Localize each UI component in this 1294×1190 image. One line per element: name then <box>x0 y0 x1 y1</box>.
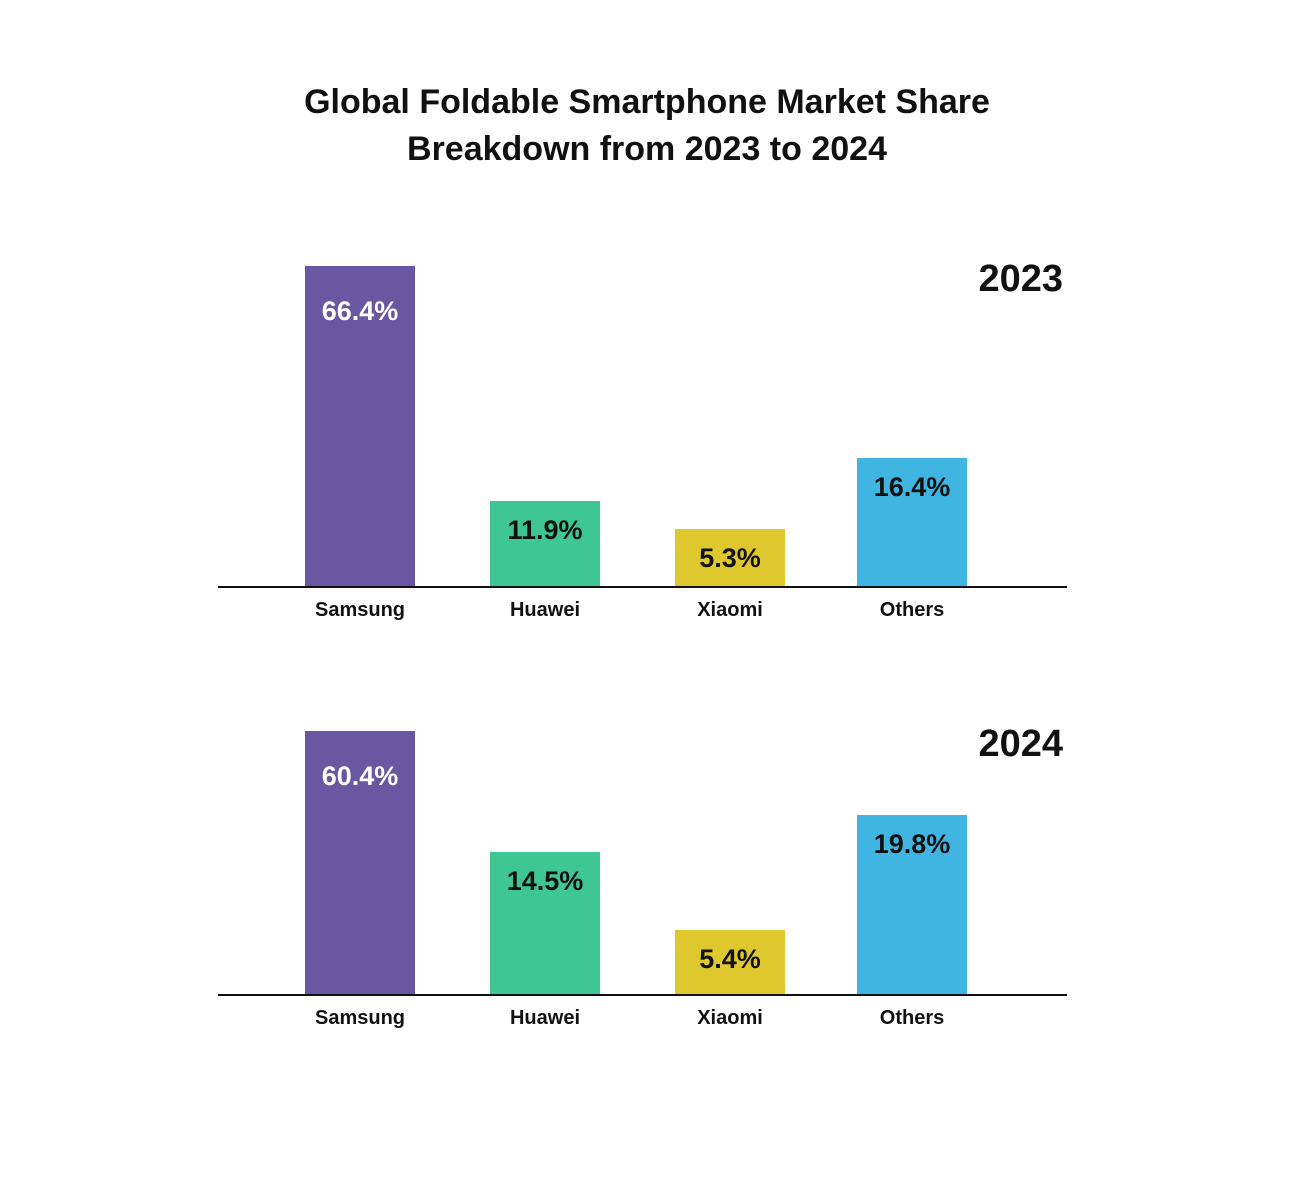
chart-title-line-1: Global Foldable Smartphone Market Share <box>304 83 990 121</box>
bar-samsung-2023: 66.4% <box>305 266 415 586</box>
bar-others-2024: 19.8% <box>857 815 967 994</box>
x-axis-line-2023 <box>218 586 1067 588</box>
bar-value-label-others-2023: 16.4% <box>873 472 951 502</box>
chart-2023: 2023 66.4% 11.9% 5.3% 16.4% Samsung Huawei Xi… <box>218 260 1067 629</box>
x-axis-line-2024 <box>218 994 1067 996</box>
bar-value-label-xiaomi-2023: 5.3% <box>699 543 761 573</box>
bar-samsung-2024: 60.4% <box>305 731 415 994</box>
category-label-samsung-2024: Samsung <box>314 1007 406 1029</box>
category-label-xiaomi-2023: Xiaomi <box>697 599 763 621</box>
chart-title: Global Foldable Smartphone Market Share … <box>0 79 1294 173</box>
bar-value-label-huawei-2023: 11.9% <box>507 515 583 545</box>
bar-value-label-samsung-2023: 66.4% <box>321 296 399 326</box>
year-label-2023: 2023 <box>978 258 1063 300</box>
bar-others-2023: 16.4% <box>857 458 967 586</box>
bar-value-label-huawei-2024: 14.5% <box>506 866 584 896</box>
chart-title-line-2: Breakdown from 2023 to 2024 <box>407 130 887 168</box>
category-label-huawei-2023: Huawei <box>509 599 581 621</box>
bar-huawei-2024: 14.5% <box>490 852 600 994</box>
bar-value-label-xiaomi-2024: 5.4% <box>699 944 761 974</box>
plot-area-2024: 60.4% 14.5% 5.4% 19.8% <box>218 731 1067 994</box>
category-labels-2024: Samsung Huawei Xiaomi Others <box>218 1007 1067 1037</box>
year-label-2024: 2024 <box>978 723 1063 765</box>
bar-xiaomi-2024: 5.4% <box>675 930 785 994</box>
chart-2024: 2024 60.4% 14.5% 5.4% 19.8% Samsung Huawei Xi… <box>218 725 1067 1037</box>
bar-value-label-others-2024: 19.8% <box>873 829 951 859</box>
bar-value-label-samsung-2024: 60.4% <box>321 761 399 791</box>
plot-area-2023: 66.4% 11.9% 5.3% 16.4% <box>218 266 1067 586</box>
bar-xiaomi-2023: 5.3% <box>675 529 785 586</box>
bar-huawei-2023: 11.9% <box>490 501 600 586</box>
category-label-huawei-2024: Huawei <box>509 1007 581 1029</box>
category-label-xiaomi-2024: Xiaomi <box>697 1007 763 1029</box>
category-labels-2023: Samsung Huawei Xiaomi Others <box>218 599 1067 629</box>
category-label-samsung-2023: Samsung <box>314 599 406 621</box>
category-label-others-2024: Others <box>879 1007 945 1029</box>
category-label-others-2023: Others <box>879 599 945 621</box>
